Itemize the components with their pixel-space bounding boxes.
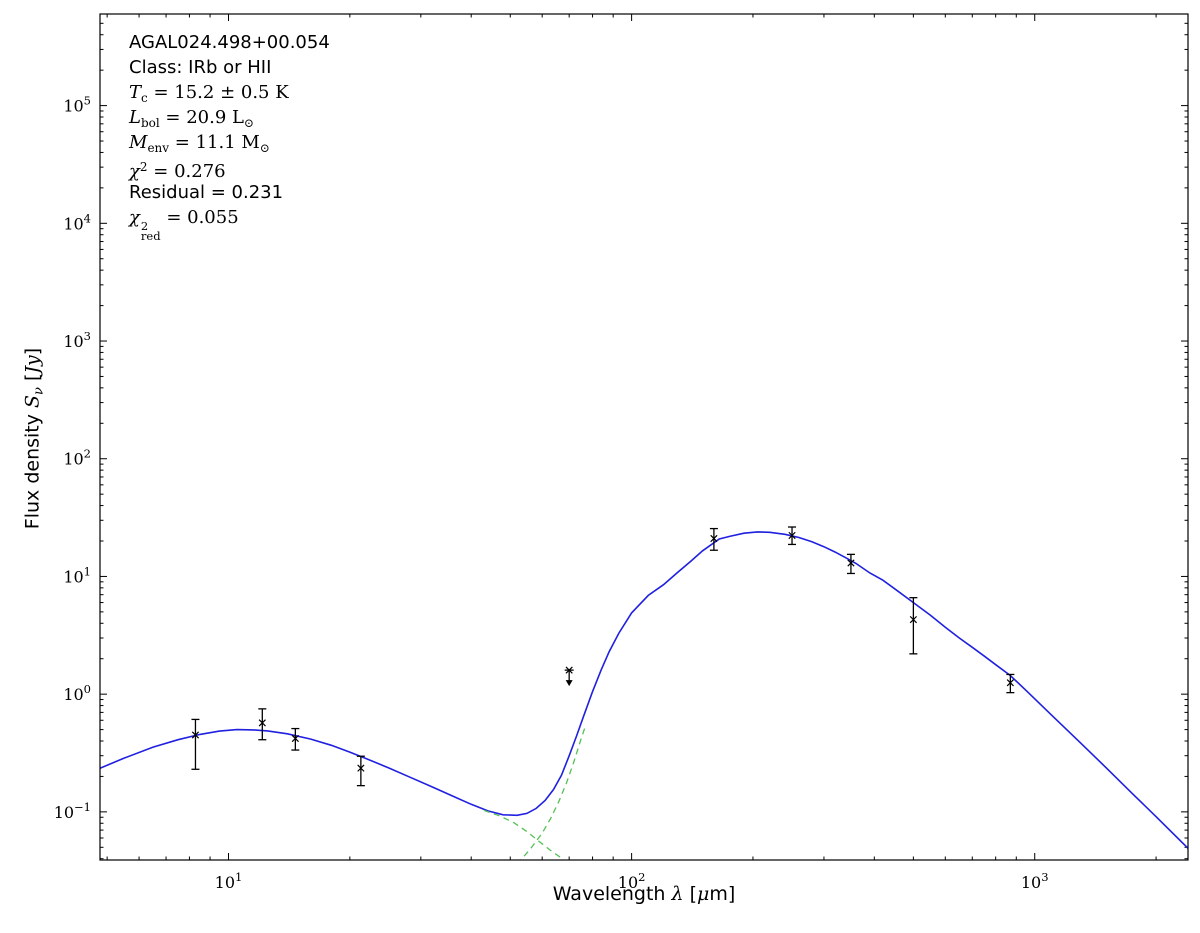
temp-value: = 15.2 ± 0.5 K	[147, 82, 289, 103]
menv-unit-subscript: ⊙	[259, 141, 270, 155]
chi-red-symbol: χ	[129, 207, 140, 228]
chi-red-supsub: 2 red	[140, 219, 161, 243]
temp-symbol: T	[129, 82, 142, 103]
svg-text:102: 102	[63, 447, 91, 469]
axes-frame	[99, 13, 1189, 861]
svg-text:101: 101	[63, 564, 91, 586]
y-label-text: Flux density	[21, 407, 44, 530]
model-total-curve	[100, 531, 1188, 849]
lbol-unit: L	[232, 107, 244, 128]
annotation-block: AGAL024.498+00.054 Class: IRb or HII Tc …	[129, 30, 330, 242]
svg-text:103: 103	[1021, 870, 1049, 892]
data-points	[191, 526, 1015, 787]
mass-line: Menv = 11.1 M⊙	[129, 130, 330, 155]
svg-text:100: 100	[63, 682, 91, 704]
menv-value: = 11.1	[169, 132, 242, 153]
jansky-unit: Jy	[21, 355, 44, 374]
menv-symbol: M	[129, 132, 148, 153]
nu-subscript: ν	[31, 387, 47, 395]
chi-red-exponent: 2	[140, 219, 149, 233]
class-line: Class: IRb or HII	[129, 57, 272, 78]
lbol-unit-subscript: ⊙	[243, 116, 255, 130]
chi-symbol: χ	[129, 161, 140, 182]
tick-labels: 101 102 103 10−1 100 101 102 103 104 105	[54, 94, 1049, 892]
luminosity-line: Lbol = 20.9 L⊙	[129, 105, 330, 130]
lbol-symbol: L	[129, 107, 141, 128]
svg-text:105: 105	[63, 94, 91, 116]
temperature-line: Tc = 15.2 ± 0.5 K	[129, 80, 330, 105]
lbol-value: = 20.9	[159, 107, 233, 128]
flux-symbol: S	[21, 394, 44, 408]
menv-subscript: env	[147, 141, 170, 155]
chi-red-subscript: red	[140, 229, 161, 243]
lambda-symbol: λ	[671, 883, 684, 905]
svg-text:103: 103	[63, 329, 91, 351]
lbol-subscript: bol	[140, 116, 160, 130]
chi-exponent: 2	[139, 160, 148, 174]
svg-text:10−1: 10−1	[54, 800, 91, 822]
x-label-text: Wavelength	[552, 883, 672, 905]
mu-symbol: μ	[696, 883, 710, 905]
source-name: AGAL024.498+00.054	[129, 32, 330, 53]
menv-unit: M	[241, 132, 260, 153]
chi2red-line: χ 2 red = 0.055	[129, 205, 330, 242]
residual-line: Residual = 0.231	[129, 182, 284, 203]
cold-component-curve	[519, 724, 587, 860]
chi2red-value: = 0.055	[160, 207, 239, 228]
svg-text:102: 102	[618, 870, 646, 892]
svg-text:104: 104	[63, 211, 91, 233]
svg-text:101: 101	[215, 870, 243, 892]
chi2-value: = 0.276	[147, 161, 226, 182]
warm-component-curve	[483, 809, 565, 860]
chi2-line: χ2 = 0.276	[129, 155, 330, 182]
upper-limit-arrow	[565, 680, 573, 687]
temp-subscript: c	[141, 91, 148, 105]
x-axis-label: Wavelength λ [μm]	[552, 883, 736, 905]
model-curves	[100, 531, 1188, 860]
y-axis-label: Flux density Sν [Jy]	[21, 347, 47, 530]
